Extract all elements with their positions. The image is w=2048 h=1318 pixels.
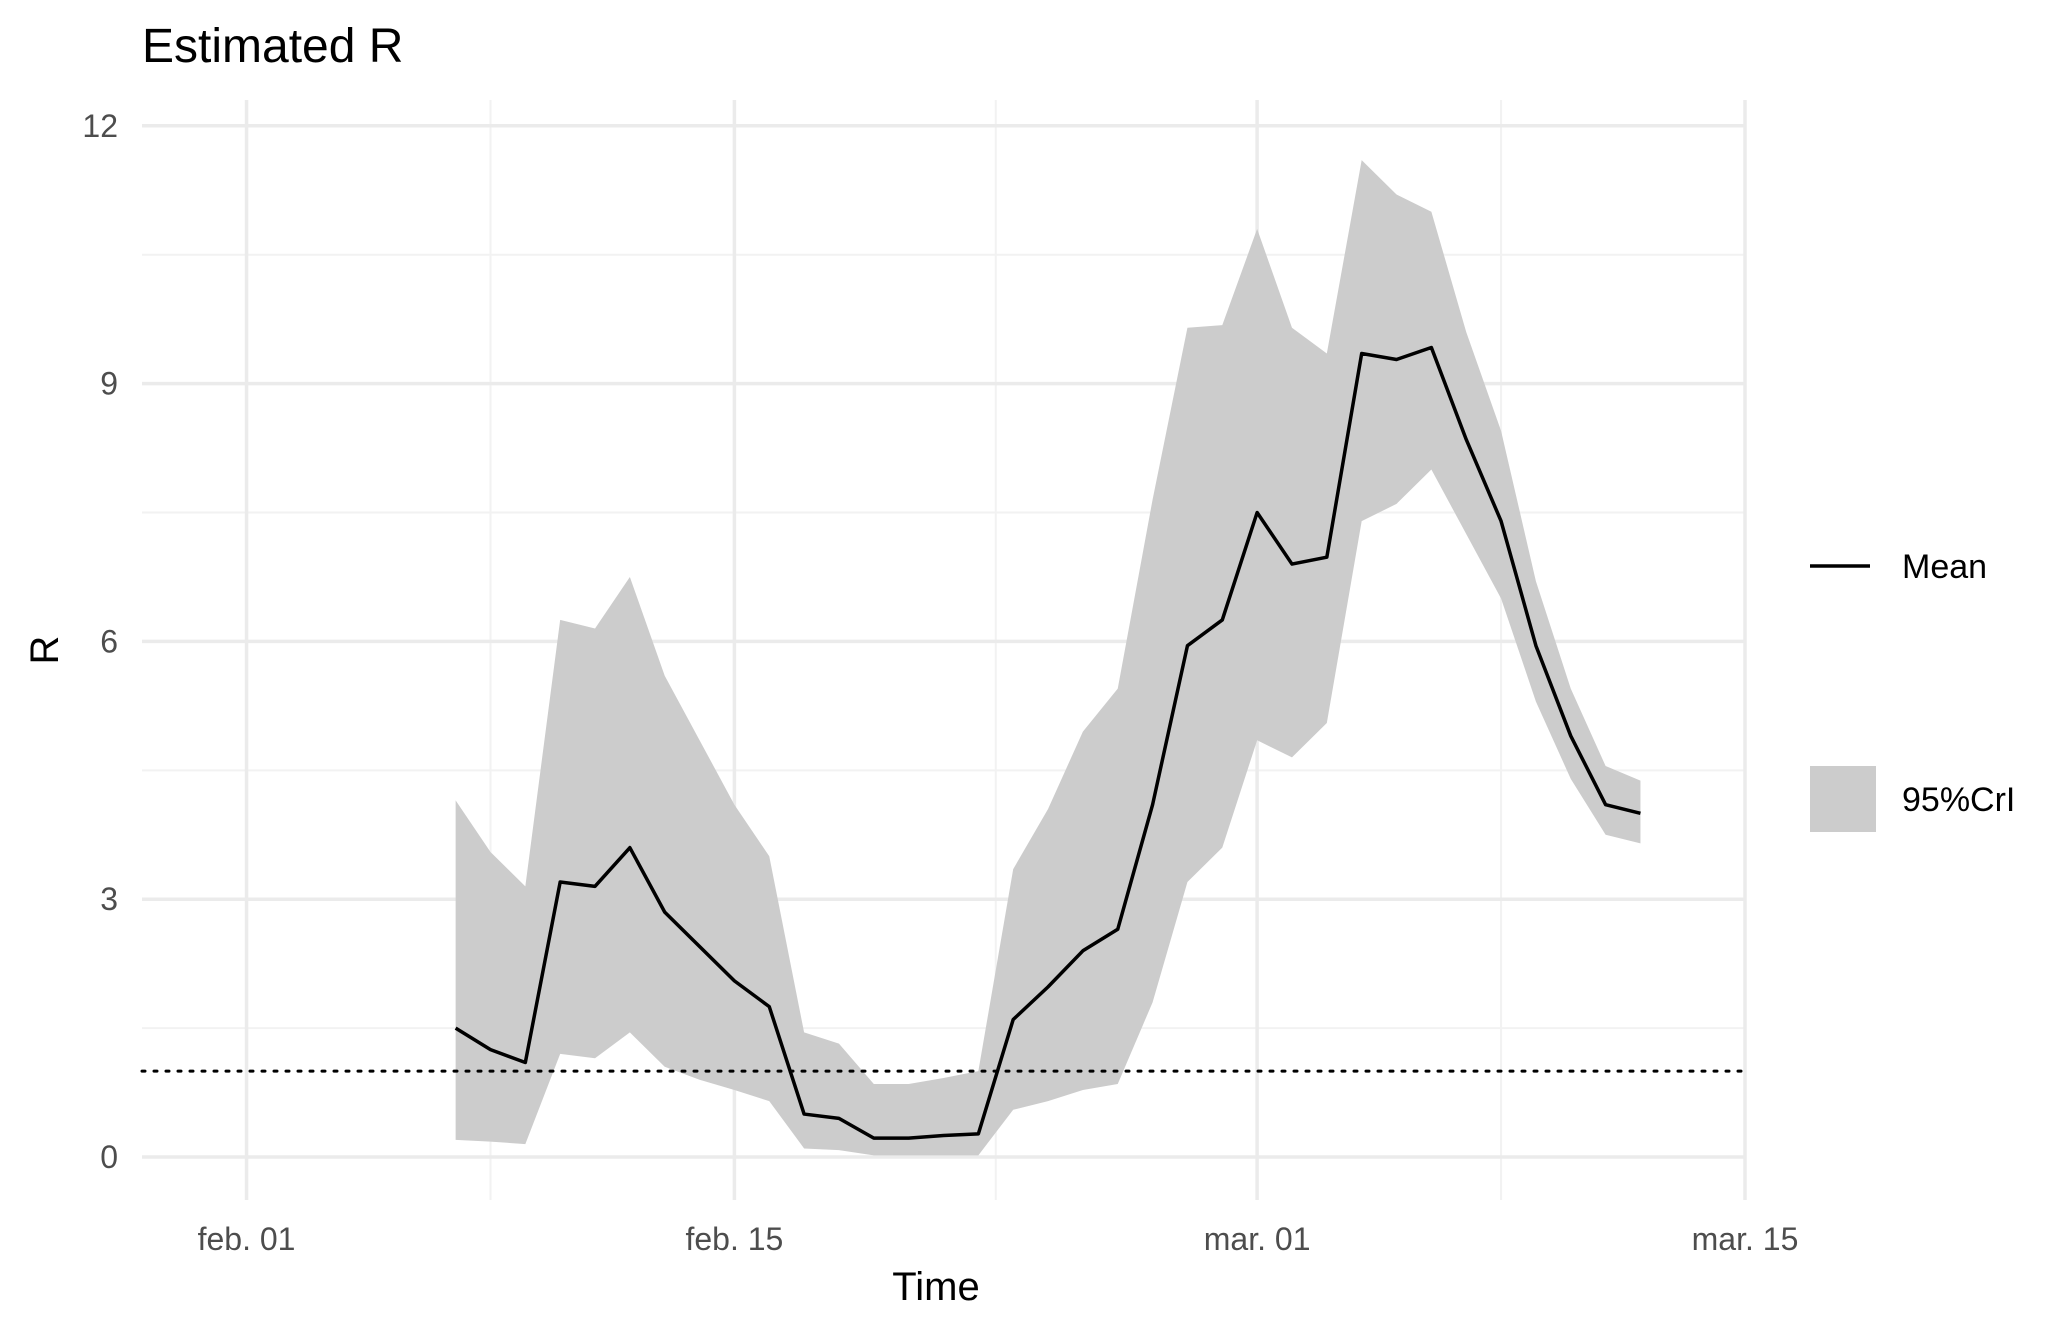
y-axis-title: R [23, 636, 67, 665]
legend: Mean 95%CrI [1810, 548, 2015, 832]
x-tick-label: mar. 01 [1204, 1221, 1311, 1257]
legend-ci-label: 95%CrI [1902, 781, 2015, 819]
legend-ci-key [1810, 766, 1876, 832]
x-tick-labels: feb. 01 feb. 15 mar. 01 mar. 15 [198, 1221, 1799, 1257]
credible-interval-layer [455, 160, 1641, 1156]
x-tick-label: mar. 15 [1692, 1221, 1799, 1257]
x-tick-label: feb. 01 [198, 1221, 296, 1257]
mean-line-layer [454, 345, 1641, 1140]
chart-title: Estimated R [142, 20, 403, 73]
y-tick-label: 12 [82, 108, 118, 144]
y-tick-label: 9 [100, 366, 118, 402]
y-tick-label: 3 [100, 881, 118, 917]
y-tick-label: 6 [100, 623, 118, 659]
y-tick-labels: 0 3 6 9 12 [82, 108, 118, 1175]
credible-interval-band [455, 160, 1641, 1156]
legend-mean-label: Mean [1902, 548, 1987, 586]
x-tick-label: feb. 15 [685, 1221, 783, 1257]
grid [142, 100, 1747, 1200]
x-axis-title: Time [892, 1265, 979, 1309]
y-tick-label: 0 [100, 1139, 118, 1175]
mean-line [454, 345, 1641, 1140]
